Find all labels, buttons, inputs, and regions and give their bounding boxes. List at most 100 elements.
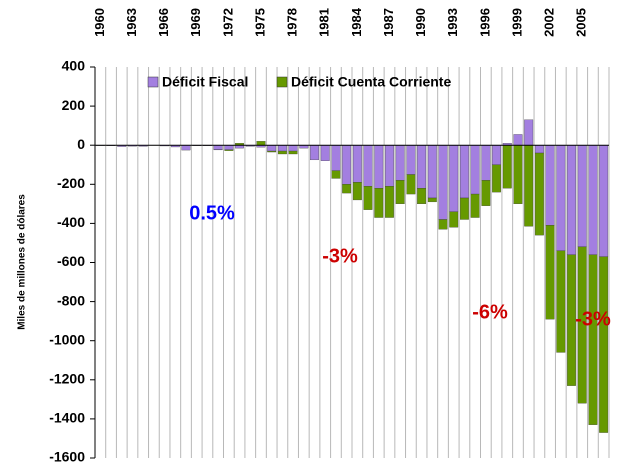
annotation: 0.5% (189, 202, 235, 224)
bar (534, 145, 544, 154)
bar (577, 145, 587, 248)
bar (524, 119, 534, 146)
bar (331, 170, 341, 179)
y-tick-label: -400 (57, 214, 85, 230)
annotation: -3% (575, 308, 611, 330)
x-tick-label: 1978 (285, 8, 300, 37)
bar (577, 246, 587, 404)
legend-label: Déficit Cuenta Corriente (291, 74, 451, 90)
bar (470, 193, 480, 218)
bar (545, 225, 555, 320)
bar (288, 145, 298, 152)
legend-label: Déficit Fiscal (162, 74, 248, 90)
bar (395, 145, 405, 181)
bar (342, 145, 352, 185)
bar (363, 186, 373, 210)
bar (567, 145, 576, 255)
x-tick-label: 1987 (381, 8, 396, 37)
bar (374, 188, 384, 218)
bar (406, 145, 416, 175)
y-tick-label: -200 (57, 175, 85, 191)
x-tick-label: 2005 (574, 8, 589, 37)
y-tick-label: 0 (77, 136, 85, 152)
bar (481, 145, 491, 181)
x-tick-label: 1990 (413, 8, 428, 37)
bar (449, 145, 459, 212)
y-tick-label: -1400 (49, 410, 85, 426)
bar (502, 145, 512, 189)
y-tick-label: -1600 (49, 449, 85, 465)
bar (599, 145, 609, 257)
bar (224, 145, 234, 150)
x-tick-label: 1963 (124, 8, 139, 37)
bar (288, 150, 298, 155)
bar (213, 145, 223, 150)
bar (256, 141, 266, 146)
bar (310, 145, 319, 161)
bar (545, 145, 555, 226)
bar (181, 145, 191, 151)
bar (320, 145, 330, 161)
bar (588, 145, 598, 255)
bar (267, 150, 277, 153)
bar (385, 145, 394, 187)
bar (427, 145, 437, 199)
y-tick-label: -1000 (49, 331, 85, 347)
bar (588, 254, 598, 425)
bar (406, 174, 416, 195)
bar (492, 164, 501, 193)
bar (427, 197, 437, 203)
bar (513, 134, 523, 146)
bar (567, 254, 576, 386)
bar (599, 256, 609, 433)
bar (267, 145, 277, 152)
bar (224, 149, 234, 151)
bar (524, 145, 534, 227)
y-tick-label: 400 (62, 58, 86, 74)
bar (470, 145, 480, 195)
bar (352, 182, 362, 201)
bar (331, 145, 341, 171)
x-tick-label: 2002 (542, 8, 557, 37)
y-tick-label: -800 (57, 292, 85, 308)
x-tick-label: 1972 (220, 8, 235, 37)
bar (460, 145, 469, 199)
bar (556, 145, 566, 251)
bar (277, 150, 287, 155)
legend-swatch (276, 76, 288, 88)
bar (352, 145, 362, 183)
y-tick-label: -600 (57, 253, 85, 269)
bar (438, 145, 448, 220)
bar (277, 145, 287, 152)
legend-swatch (147, 76, 159, 88)
bar (342, 184, 352, 194)
x-tick-label: 1984 (349, 7, 364, 37)
y-tick-label: -1200 (49, 371, 85, 387)
bar (395, 180, 405, 204)
x-tick-label: 1981 (317, 8, 332, 37)
bar (513, 145, 523, 204)
bar (481, 180, 491, 206)
bar (534, 152, 544, 236)
bar (417, 145, 427, 189)
x-tick-label: 1969 (188, 8, 203, 37)
annotation: -3% (322, 245, 358, 267)
y-axis-label: Miles de millones de dólares (17, 194, 28, 330)
bar (460, 197, 469, 220)
annotation: -6% (472, 301, 508, 323)
bar (417, 188, 427, 205)
x-tick-label: 1960 (92, 8, 107, 37)
bar (385, 186, 394, 218)
x-tick-label: 1966 (156, 8, 171, 37)
bar (438, 219, 448, 230)
x-tick-label: 1999 (509, 8, 524, 37)
bar (492, 145, 501, 165)
bar (556, 250, 566, 353)
x-tick-label: 1993 (445, 8, 460, 37)
y-tick-label: 200 (62, 97, 86, 113)
bar (374, 145, 384, 189)
bar (363, 145, 373, 187)
x-tick-label: 1975 (252, 8, 267, 37)
x-tick-label: 1996 (477, 8, 492, 37)
bar (449, 211, 459, 228)
